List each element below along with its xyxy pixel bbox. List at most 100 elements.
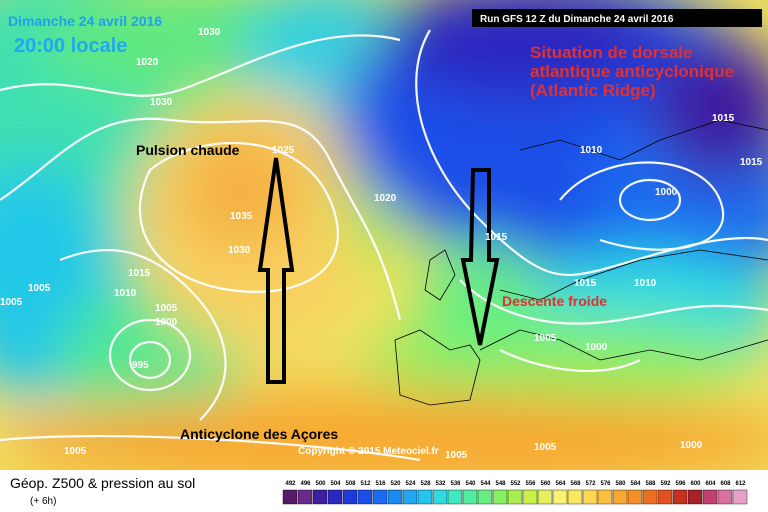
legend-swatch (447, 489, 463, 505)
isobar-label: 1005 (64, 446, 87, 457)
isobar-label: 1025 (272, 145, 295, 156)
legend-tick: 524 (405, 481, 416, 487)
isobar-label: 1015 (712, 113, 735, 124)
legend-tick: 516 (375, 481, 386, 487)
legend-tick: 604 (705, 481, 716, 487)
legend-tick: 596 (675, 481, 686, 487)
isobar-label: 1010 (634, 278, 657, 289)
legend-swatch (642, 489, 658, 505)
legend-tick: 588 (645, 481, 656, 487)
legend-swatch (432, 489, 448, 505)
situation-line: atlantique anticyclonique (530, 62, 734, 81)
legend-tick: 600 (690, 481, 701, 487)
legend-tick: 544 (480, 481, 491, 487)
legend-swatch (402, 489, 418, 505)
legend-tick: 492 (285, 481, 296, 487)
legend-tick: 556 (525, 481, 536, 487)
coastlines (394, 119, 768, 406)
time-label: 20:00 locale (14, 35, 127, 57)
legend-swatch (552, 489, 568, 505)
isobar-label: 1030 (150, 97, 173, 108)
legend-swatch (342, 489, 358, 505)
legend-swatch (732, 489, 748, 505)
legend-tick: 576 (600, 481, 611, 487)
isobar-labels: 1030 1020 1030 1025 1035 1030 1020 1015 1010 1005… (0, 27, 763, 461)
legend-tick: 528 (420, 481, 431, 487)
legend-tick: 512 (360, 481, 371, 487)
legend-tick: 580 (615, 481, 626, 487)
legend-swatch (627, 489, 643, 505)
isobar-label: 1020 (136, 57, 159, 68)
legend-swatch (522, 489, 538, 505)
isobar-label: 1005 (445, 450, 468, 461)
warm-label: Pulsion chaude (136, 142, 240, 158)
isobar-label: 1005 (28, 283, 51, 294)
isobar-label: 1000 (680, 440, 703, 451)
legend-swatch (702, 489, 718, 505)
isobar-label: 1005 (534, 442, 557, 453)
legend-swatch (717, 489, 733, 505)
cold-label: Descente froide (502, 293, 607, 309)
legend-swatch (612, 489, 628, 505)
legend-tick: 504 (330, 481, 341, 487)
isobar-label: 1000 (155, 317, 178, 328)
isobar-label: 1010 (114, 288, 137, 299)
isobar-label: 1015 (485, 232, 508, 243)
run-banner (472, 9, 762, 27)
isobar-label: 1000 (585, 342, 608, 353)
legend-swatch (312, 489, 328, 505)
situation-line: Situation de dorsale (530, 43, 692, 62)
legend-swatch (327, 489, 343, 505)
legend-tick: 532 (435, 481, 446, 487)
legend-swatch (687, 489, 703, 505)
isobar-label: 1030 (228, 245, 251, 256)
legend-tick: 496 (300, 481, 311, 487)
run-label: Run GFS 12 Z du Dimanche 24 avril 2016 (480, 14, 674, 25)
legend-tick: 608 (720, 481, 731, 487)
legend-tick: 592 (660, 481, 671, 487)
legend-swatch (372, 489, 388, 505)
isobar-label: 1030 (198, 27, 221, 38)
legend-tick: 568 (570, 481, 581, 487)
legend-tick: 572 (585, 481, 596, 487)
legend-tick: 508 (345, 481, 356, 487)
legend-swatch (477, 489, 493, 505)
footer-title: Géop. Z500 & pression au sol (10, 475, 195, 491)
field (0, 0, 768, 490)
isobar-label: 1020 (374, 193, 397, 204)
legend-tick: 520 (390, 481, 401, 487)
legend-swatch (357, 489, 373, 505)
legend-swatch (537, 489, 553, 505)
legend-tick: 552 (510, 481, 521, 487)
legend-swatch (597, 489, 613, 505)
isobar-label: 1035 (230, 211, 253, 222)
color-legend: 492 496 500 504 508 512 516 520 524 528 532 536 540 5… (282, 481, 748, 505)
legend-swatch (567, 489, 583, 505)
legend-swatch (282, 489, 298, 505)
isobar-label: 1005 (0, 297, 23, 308)
legend-tick: 612 (735, 481, 746, 487)
legend-swatch (582, 489, 598, 505)
isobar-label: 995 (132, 360, 149, 371)
isobar-label: 1015 (128, 268, 151, 279)
isobar-label: 1005 (534, 333, 557, 344)
footer-step: (+ 6h) (30, 496, 56, 507)
legend-tick: 584 (630, 481, 641, 487)
legend-tick: 560 (540, 481, 551, 487)
legend-swatch (417, 489, 433, 505)
azores-label: Anticyclone des Açores (180, 426, 338, 442)
date-label: Dimanche 24 avril 2016 (8, 13, 162, 29)
legend-swatch (387, 489, 403, 505)
legend-swatch (462, 489, 478, 505)
arrows (257, 157, 500, 384)
legend-swatch (657, 489, 673, 505)
legend-swatch (492, 489, 508, 505)
isobars (0, 29, 768, 462)
isobar-label: 1000 (655, 187, 678, 198)
situation-line: (Atlantic Ridge) (530, 81, 656, 100)
legend-tick: 548 (495, 481, 506, 487)
legend-swatch (507, 489, 523, 505)
legend-tick: 540 (465, 481, 476, 487)
